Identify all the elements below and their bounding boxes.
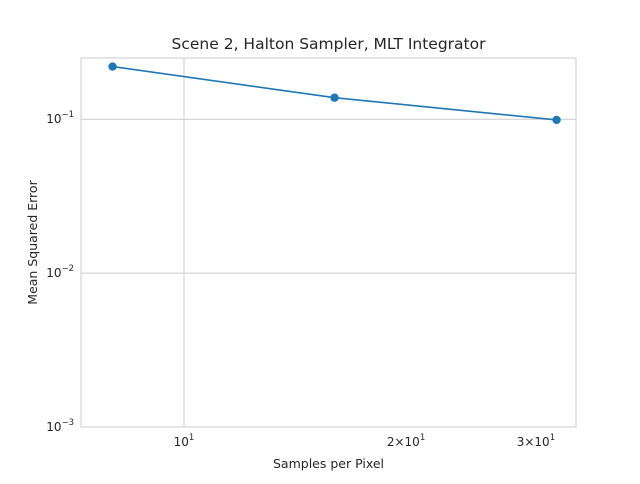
plot-area-frame xyxy=(80,57,577,428)
x-tick-label: 101 xyxy=(174,433,195,449)
y-tick-label: 10−1 xyxy=(46,110,74,126)
x-tick-label: 3×101 xyxy=(517,433,555,449)
chart-title: Scene 2, Halton Sampler, MLT Integrator xyxy=(172,35,487,53)
x-tick-label: 2×101 xyxy=(387,433,425,449)
y-tick-labels: 10−3 10−2 10−1 xyxy=(46,110,74,434)
data-point-marker xyxy=(108,62,117,71)
y-tick-label: 10−3 xyxy=(46,418,74,434)
data-point-marker xyxy=(552,115,561,125)
x-axis-label: Samples per Pixel xyxy=(273,456,384,471)
x-tick-labels: 101 2×101 3×101 xyxy=(174,433,555,449)
y-tick-label: 10−2 xyxy=(46,264,74,280)
data-point-marker xyxy=(330,93,339,102)
series-layer xyxy=(108,62,561,125)
y-axis-label: Mean Squared Error xyxy=(25,179,40,304)
